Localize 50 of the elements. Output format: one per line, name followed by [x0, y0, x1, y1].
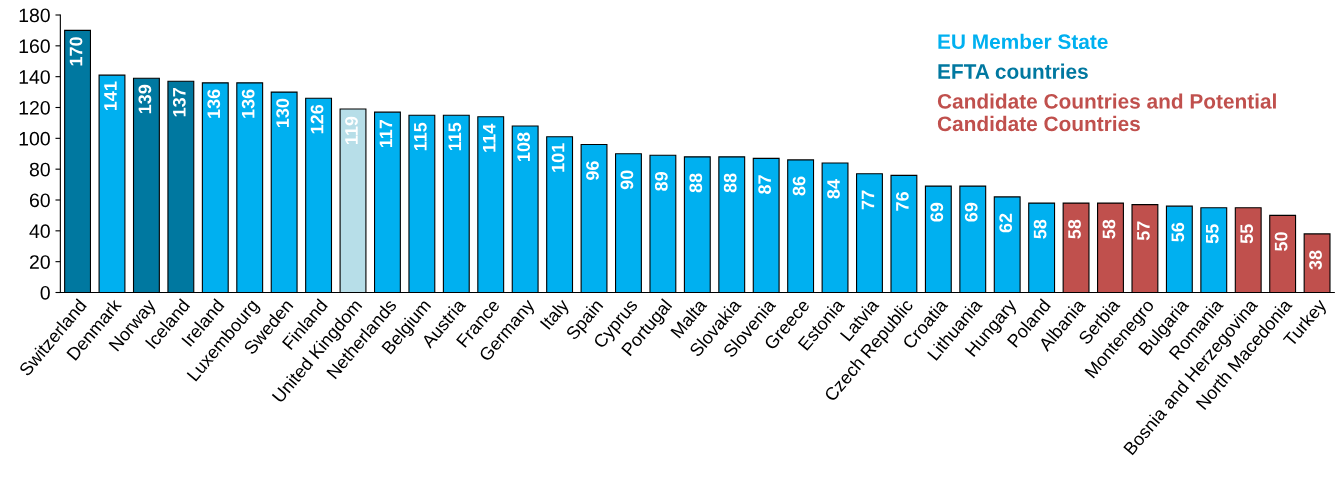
data-label: 114 [482, 123, 496, 152]
data-label: 69 [964, 202, 978, 222]
y-tick-label: 120 [19, 100, 50, 115]
text: EFTA countries [938, 63, 1088, 79]
data-label: 87 [758, 175, 772, 194]
data-label: 86 [792, 176, 806, 196]
data-label: 62 [999, 213, 1013, 233]
data-label: 136 [207, 89, 221, 118]
data-label: 119 [345, 116, 358, 145]
data-label: 56 [1171, 222, 1185, 242]
text: Candidate Countries and Potential Candidate Countries [937, 93, 1276, 132]
data-label: 58 [1068, 219, 1081, 239]
y-tick-label: 20 [29, 255, 50, 269]
data-label: 89 [654, 171, 668, 191]
y-tick-label: 0 [40, 285, 50, 300]
y-tick-label: 140 [19, 70, 50, 84]
data-label: 90 [620, 170, 634, 190]
data-label: 130 [276, 98, 290, 128]
data-label: 137 [172, 88, 186, 117]
data-label: 50 [1274, 232, 1288, 251]
data-label: 77 [861, 190, 875, 210]
y-tick-label: 80 [29, 162, 50, 177]
data-label: 38 [1309, 250, 1322, 270]
data-label: 126 [310, 104, 324, 134]
data-label: 117 [379, 119, 393, 148]
y-tick-label: 60 [29, 193, 50, 208]
data-label: 58 [1102, 219, 1116, 239]
data-label: 55 [1240, 224, 1254, 244]
data-label: 141 [104, 81, 117, 111]
data-label: 88 [723, 173, 737, 193]
data-label: 84 [827, 179, 840, 199]
data-label: 55 [1206, 224, 1219, 244]
data-label: 88 [689, 173, 703, 193]
data-label: 108 [517, 132, 531, 161]
data-label: 96 [586, 161, 599, 180]
data-label: 136 [241, 89, 255, 118]
data-label: 76 [895, 192, 909, 211]
data-label: 115 [414, 122, 427, 151]
y-tick-label: 160 [19, 39, 50, 54]
y-tick-label: 180 [19, 8, 50, 23]
data-label: 69 [930, 202, 944, 222]
text: EU Member State [938, 33, 1108, 50]
data-label: 101 [551, 143, 565, 172]
y-tick-label: 100 [19, 131, 50, 146]
data-label: 57 [1137, 221, 1150, 241]
data-label: 170 [69, 37, 83, 66]
data-label: 115 [448, 122, 462, 151]
y-tick-label: 40 [29, 224, 50, 239]
data-label: 58 [1033, 219, 1047, 239]
data-label: 139 [138, 84, 152, 114]
